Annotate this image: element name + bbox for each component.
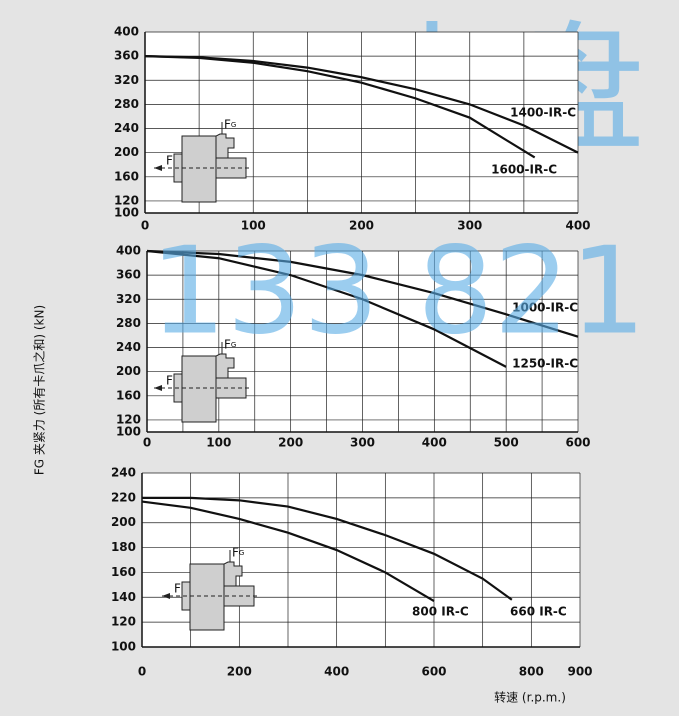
series-label: 1400-IR-C bbox=[510, 106, 576, 120]
y-tick-label: 220 bbox=[111, 490, 136, 504]
y-tick-label: 360 bbox=[116, 268, 141, 282]
y-tick-label: 400 bbox=[116, 244, 141, 258]
y-tick-label: 120 bbox=[111, 615, 136, 629]
y-tick-label: 100 bbox=[116, 425, 141, 439]
y-tick-label: 100 bbox=[114, 206, 139, 220]
series-line bbox=[146, 249, 579, 338]
series-label: 1000-IR-C bbox=[512, 301, 578, 315]
x-tick-label: 0 bbox=[143, 436, 151, 450]
y-tick-label: 160 bbox=[116, 388, 141, 402]
x-tick-label: 200 bbox=[349, 219, 374, 233]
clamp-force-sub: G bbox=[239, 549, 244, 557]
inset-diagram: F FG bbox=[154, 338, 250, 423]
y-tick-label: 100 bbox=[111, 640, 136, 654]
y-axis-label: FG 夹紧力 (所有卡爪之和) (kN) bbox=[33, 305, 47, 475]
force-label: F bbox=[166, 154, 173, 168]
x-tick-label: 100 bbox=[206, 436, 231, 450]
inset-diagram: F FG bbox=[154, 118, 250, 203]
y-tick-label: 400 bbox=[114, 25, 139, 39]
clamp-force-label: FG bbox=[224, 338, 236, 352]
y-tick-label: 160 bbox=[111, 565, 136, 579]
jaw-body bbox=[181, 135, 217, 203]
series-label: 800 IR-C bbox=[412, 605, 469, 619]
series-label: 660 IR-C bbox=[510, 605, 567, 619]
clamp-force-label: FG bbox=[232, 546, 244, 560]
clamp-force-sub: G bbox=[231, 121, 236, 129]
series-label: 1600-IR-C bbox=[491, 163, 557, 177]
jaw-body bbox=[189, 563, 225, 631]
inset-diagram: F FG bbox=[162, 546, 258, 631]
jaw bbox=[215, 353, 235, 379]
x-tick-label: 500 bbox=[494, 436, 519, 450]
y-tick-label: 320 bbox=[114, 73, 139, 87]
series-line bbox=[141, 500, 435, 602]
y-tick-label: 280 bbox=[114, 97, 139, 111]
x-tick-label: 800 bbox=[519, 665, 544, 679]
x-tick-label: 0 bbox=[141, 219, 149, 233]
x-tick-label: 900 bbox=[567, 665, 592, 679]
y-tick-label: 240 bbox=[114, 121, 139, 135]
y-tick-label: 240 bbox=[111, 466, 136, 480]
clamp-force-label: FG bbox=[224, 118, 236, 132]
arrow bbox=[162, 593, 170, 599]
jaw bbox=[215, 133, 235, 159]
x-tick-label: 600 bbox=[565, 436, 590, 450]
watermark: 133 821 bbox=[150, 223, 646, 362]
y-tick-label: 240 bbox=[116, 340, 141, 354]
x-tick-label: 600 bbox=[421, 665, 446, 679]
x-tick-label: 0 bbox=[138, 665, 146, 679]
force-label: F bbox=[166, 374, 173, 388]
x-tick-label: 200 bbox=[278, 436, 303, 450]
y-tick-label: 200 bbox=[111, 515, 136, 529]
x-tick-label: 400 bbox=[565, 219, 590, 233]
y-tick-label: 120 bbox=[114, 193, 139, 207]
y-tick-label: 280 bbox=[116, 316, 141, 330]
x-tick-label: 400 bbox=[324, 665, 349, 679]
y-tick-label: 320 bbox=[116, 292, 141, 306]
arrow bbox=[154, 385, 162, 391]
y-tick-label: 180 bbox=[111, 540, 136, 554]
x-tick-label: 300 bbox=[350, 436, 375, 450]
series-line bbox=[144, 55, 536, 159]
jaw-body bbox=[181, 355, 217, 423]
arrow bbox=[154, 165, 162, 171]
x-tick-label: 200 bbox=[227, 665, 252, 679]
series-line bbox=[146, 249, 507, 368]
y-tick-label: 200 bbox=[116, 364, 141, 378]
y-tick-label: 140 bbox=[111, 590, 136, 604]
series-line bbox=[142, 496, 513, 601]
y-tick-label: 160 bbox=[114, 169, 139, 183]
x-tick-label: 100 bbox=[241, 219, 266, 233]
force-label: F bbox=[174, 582, 181, 596]
jaw bbox=[223, 561, 243, 587]
x-tick-label: 400 bbox=[422, 436, 447, 450]
y-tick-label: 120 bbox=[116, 412, 141, 426]
y-tick-label: 200 bbox=[114, 145, 139, 159]
series-label: 1250-IR-C bbox=[512, 357, 578, 371]
y-tick-label: 360 bbox=[114, 49, 139, 63]
x-axis-label: 转速 (r.p.m.) bbox=[494, 690, 566, 705]
x-tick-label: 300 bbox=[457, 219, 482, 233]
clamp-force-sub: G bbox=[231, 341, 236, 349]
